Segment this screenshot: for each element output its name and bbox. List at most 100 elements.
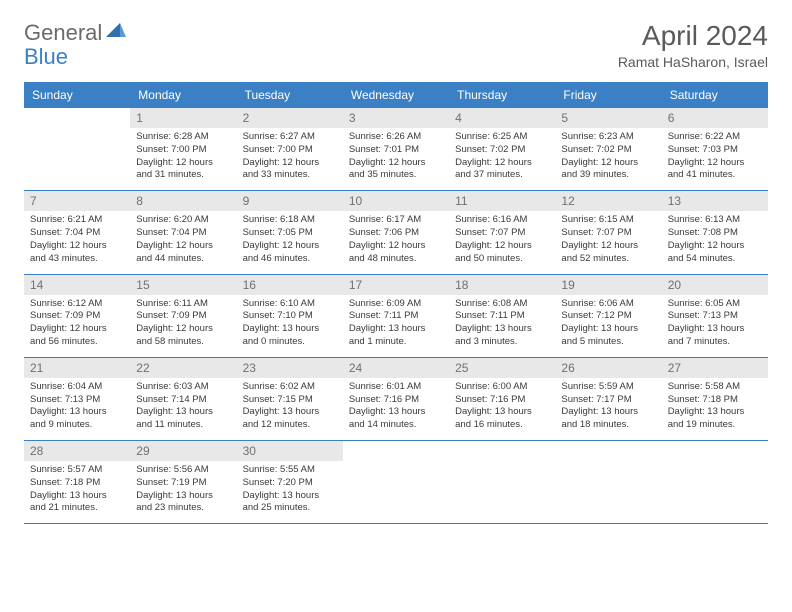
day-cell: 3Sunrise: 6:26 AMSunset: 7:01 PMDaylight…	[343, 108, 449, 191]
month-title: April 2024	[618, 20, 768, 52]
day-number: 30	[237, 441, 343, 461]
day-number: 8	[130, 191, 236, 211]
day-cell: 23Sunrise: 6:02 AMSunset: 7:15 PMDayligh…	[237, 357, 343, 440]
daylight-text-2: and 19 minutes.	[668, 419, 762, 432]
header-sunday: Sunday	[24, 82, 130, 108]
sunrise-text: Sunrise: 5:58 AM	[668, 381, 762, 394]
daylight-text-1: Daylight: 12 hours	[561, 240, 655, 253]
daylight-text-1: Daylight: 12 hours	[136, 157, 230, 170]
week-row: 21Sunrise: 6:04 AMSunset: 7:13 PMDayligh…	[24, 357, 768, 440]
sunset-text: Sunset: 7:18 PM	[30, 477, 124, 490]
daylight-text-2: and 9 minutes.	[30, 419, 124, 432]
sunrise-text: Sunrise: 6:20 AM	[136, 214, 230, 227]
daylight-text-2: and 41 minutes.	[668, 169, 762, 182]
day-number: 29	[130, 441, 236, 461]
daylight-text-1: Daylight: 12 hours	[668, 157, 762, 170]
sunrise-text: Sunrise: 5:56 AM	[136, 464, 230, 477]
day-number: 20	[662, 275, 768, 295]
day-detail: Sunrise: 5:58 AMSunset: 7:18 PMDaylight:…	[662, 378, 768, 440]
sunset-text: Sunset: 7:00 PM	[136, 144, 230, 157]
week-row: 28Sunrise: 5:57 AMSunset: 7:18 PMDayligh…	[24, 441, 768, 524]
sunrise-text: Sunrise: 6:05 AM	[668, 298, 762, 311]
daylight-text-1: Daylight: 12 hours	[30, 240, 124, 253]
sunrise-text: Sunrise: 6:22 AM	[668, 131, 762, 144]
day-number: 19	[555, 275, 661, 295]
daylight-text-2: and 23 minutes.	[136, 502, 230, 515]
daylight-text-2: and 14 minutes.	[349, 419, 443, 432]
day-cell: 12Sunrise: 6:15 AMSunset: 7:07 PMDayligh…	[555, 191, 661, 274]
sunrise-text: Sunrise: 5:55 AM	[243, 464, 337, 477]
daylight-text-1: Daylight: 12 hours	[561, 157, 655, 170]
sunset-text: Sunset: 7:16 PM	[455, 394, 549, 407]
sunrise-text: Sunrise: 6:16 AM	[455, 214, 549, 227]
day-cell: 1Sunrise: 6:28 AMSunset: 7:00 PMDaylight…	[130, 108, 236, 191]
sunset-text: Sunset: 7:11 PM	[455, 310, 549, 323]
day-cell: 6Sunrise: 6:22 AMSunset: 7:03 PMDaylight…	[662, 108, 768, 191]
day-detail: Sunrise: 6:06 AMSunset: 7:12 PMDaylight:…	[555, 295, 661, 357]
day-cell: 20Sunrise: 6:05 AMSunset: 7:13 PMDayligh…	[662, 274, 768, 357]
daylight-text-1: Daylight: 13 hours	[349, 406, 443, 419]
day-cell: 21Sunrise: 6:04 AMSunset: 7:13 PMDayligh…	[24, 357, 130, 440]
sunset-text: Sunset: 7:19 PM	[136, 477, 230, 490]
header-tuesday: Tuesday	[237, 82, 343, 108]
sunrise-text: Sunrise: 6:02 AM	[243, 381, 337, 394]
sunset-text: Sunset: 7:09 PM	[136, 310, 230, 323]
daylight-text-2: and 43 minutes.	[30, 253, 124, 266]
daylight-text-1: Daylight: 13 hours	[136, 406, 230, 419]
day-number: 14	[24, 275, 130, 295]
week-row: 7Sunrise: 6:21 AMSunset: 7:04 PMDaylight…	[24, 191, 768, 274]
daylight-text-2: and 33 minutes.	[243, 169, 337, 182]
daylight-text-1: Daylight: 13 hours	[243, 323, 337, 336]
day-number: 17	[343, 275, 449, 295]
day-cell: 17Sunrise: 6:09 AMSunset: 7:11 PMDayligh…	[343, 274, 449, 357]
daylight-text-2: and 56 minutes.	[30, 336, 124, 349]
sunrise-text: Sunrise: 6:28 AM	[136, 131, 230, 144]
daylight-text-1: Daylight: 13 hours	[668, 406, 762, 419]
daylight-text-2: and 44 minutes.	[136, 253, 230, 266]
sunset-text: Sunset: 7:09 PM	[30, 310, 124, 323]
week-row: 1Sunrise: 6:28 AMSunset: 7:00 PMDaylight…	[24, 108, 768, 191]
day-detail: Sunrise: 6:22 AMSunset: 7:03 PMDaylight:…	[662, 128, 768, 190]
day-cell: 25Sunrise: 6:00 AMSunset: 7:16 PMDayligh…	[449, 357, 555, 440]
sunrise-text: Sunrise: 6:26 AM	[349, 131, 443, 144]
sunset-text: Sunset: 7:13 PM	[668, 310, 762, 323]
header-saturday: Saturday	[662, 82, 768, 108]
day-cell: 24Sunrise: 6:01 AMSunset: 7:16 PMDayligh…	[343, 357, 449, 440]
day-detail: Sunrise: 6:25 AMSunset: 7:02 PMDaylight:…	[449, 128, 555, 190]
header-thursday: Thursday	[449, 82, 555, 108]
daylight-text-2: and 3 minutes.	[455, 336, 549, 349]
sunset-text: Sunset: 7:07 PM	[561, 227, 655, 240]
sunrise-text: Sunrise: 6:04 AM	[30, 381, 124, 394]
day-cell: 10Sunrise: 6:17 AMSunset: 7:06 PMDayligh…	[343, 191, 449, 274]
day-detail: Sunrise: 6:28 AMSunset: 7:00 PMDaylight:…	[130, 128, 236, 190]
sunset-text: Sunset: 7:14 PM	[136, 394, 230, 407]
sunset-text: Sunset: 7:02 PM	[561, 144, 655, 157]
sunrise-text: Sunrise: 5:59 AM	[561, 381, 655, 394]
day-number: 21	[24, 358, 130, 378]
day-number: 6	[662, 108, 768, 128]
day-cell: 5Sunrise: 6:23 AMSunset: 7:02 PMDaylight…	[555, 108, 661, 191]
day-number: 28	[24, 441, 130, 461]
sunset-text: Sunset: 7:11 PM	[349, 310, 443, 323]
sunrise-text: Sunrise: 6:00 AM	[455, 381, 549, 394]
day-cell	[555, 441, 661, 524]
day-cell: 13Sunrise: 6:13 AMSunset: 7:08 PMDayligh…	[662, 191, 768, 274]
daylight-text-1: Daylight: 12 hours	[455, 240, 549, 253]
daylight-text-2: and 7 minutes.	[668, 336, 762, 349]
day-cell	[449, 441, 555, 524]
day-detail: Sunrise: 6:04 AMSunset: 7:13 PMDaylight:…	[24, 378, 130, 440]
day-cell: 9Sunrise: 6:18 AMSunset: 7:05 PMDaylight…	[237, 191, 343, 274]
sunrise-text: Sunrise: 6:27 AM	[243, 131, 337, 144]
day-detail: Sunrise: 6:08 AMSunset: 7:11 PMDaylight:…	[449, 295, 555, 357]
logo-text-1: General	[24, 20, 102, 46]
day-number: 23	[237, 358, 343, 378]
title-block: April 2024 Ramat HaSharon, Israel	[618, 20, 768, 70]
sunrise-text: Sunrise: 6:11 AM	[136, 298, 230, 311]
sunset-text: Sunset: 7:02 PM	[455, 144, 549, 157]
day-detail: Sunrise: 6:23 AMSunset: 7:02 PMDaylight:…	[555, 128, 661, 190]
daylight-text-1: Daylight: 13 hours	[30, 490, 124, 503]
day-detail: Sunrise: 6:09 AMSunset: 7:11 PMDaylight:…	[343, 295, 449, 357]
daylight-text-2: and 31 minutes.	[136, 169, 230, 182]
sunrise-text: Sunrise: 6:15 AM	[561, 214, 655, 227]
day-detail: Sunrise: 6:05 AMSunset: 7:13 PMDaylight:…	[662, 295, 768, 357]
